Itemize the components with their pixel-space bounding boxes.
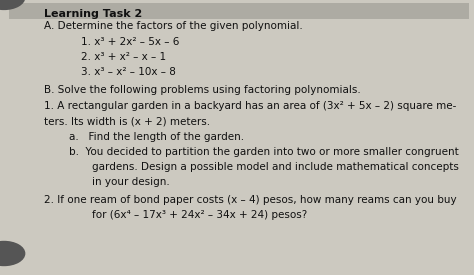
Text: 3. x³ – x² – 10x – 8: 3. x³ – x² – 10x – 8 [81, 67, 176, 77]
Text: 1. A rectangular garden in a backyard has an area of (3x² + 5x – 2) square me-: 1. A rectangular garden in a backyard ha… [44, 101, 456, 111]
Text: 2. If one ream of bond paper costs (x – 4) pesos, how many reams can you buy: 2. If one ream of bond paper costs (x – … [44, 195, 456, 205]
Text: A. Determine the factors of the given polynomial.: A. Determine the factors of the given po… [44, 21, 303, 31]
Text: 2. x³ + x² – x – 1: 2. x³ + x² – x – 1 [81, 52, 166, 62]
Text: gardens. Design a possible model and include mathematical concepts: gardens. Design a possible model and inc… [92, 162, 459, 172]
Text: for (6x⁴ – 17x³ + 24x² – 34x + 24) pesos?: for (6x⁴ – 17x³ + 24x² – 34x + 24) pesos… [92, 210, 308, 220]
Text: ters. Its width is (x + 2) meters.: ters. Its width is (x + 2) meters. [44, 116, 210, 126]
Text: Learning Task 2: Learning Task 2 [44, 9, 142, 20]
Text: in your design.: in your design. [92, 177, 170, 187]
Circle shape [0, 241, 25, 265]
Text: a.   Find the length of the garden.: a. Find the length of the garden. [69, 132, 245, 142]
Circle shape [0, 0, 25, 9]
Text: B. Solve the following problems using factoring polynomials.: B. Solve the following problems using fa… [44, 85, 361, 95]
Text: 1. x³ + 2x² – 5x – 6: 1. x³ + 2x² – 5x – 6 [81, 37, 179, 47]
Text: b.  You decided to partition the garden into two or more smaller congruent: b. You decided to partition the garden i… [69, 147, 459, 157]
